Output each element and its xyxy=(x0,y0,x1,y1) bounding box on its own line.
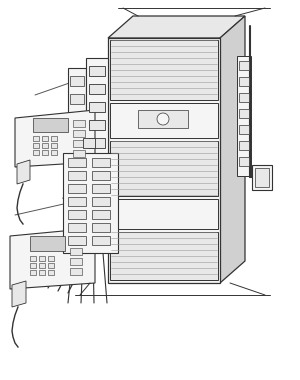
Bar xyxy=(70,94,84,104)
Bar xyxy=(68,236,86,245)
Bar xyxy=(239,141,249,150)
Polygon shape xyxy=(17,160,30,184)
Bar xyxy=(110,232,218,280)
Bar xyxy=(48,263,54,268)
Bar xyxy=(70,258,82,265)
Bar xyxy=(239,125,249,134)
Bar xyxy=(89,66,105,76)
Bar xyxy=(70,238,82,245)
Bar xyxy=(70,112,84,122)
Bar xyxy=(92,236,110,245)
Bar xyxy=(68,223,86,232)
Bar xyxy=(63,153,118,253)
Bar xyxy=(73,140,85,147)
Bar xyxy=(92,158,110,167)
Bar xyxy=(48,256,54,261)
Bar xyxy=(86,58,108,158)
Bar xyxy=(239,93,249,102)
Bar xyxy=(239,109,249,118)
Bar xyxy=(252,165,272,190)
Bar xyxy=(70,76,84,86)
Bar xyxy=(68,158,86,167)
Bar xyxy=(110,103,218,138)
Bar xyxy=(239,157,249,166)
Circle shape xyxy=(157,113,169,125)
Bar xyxy=(39,263,45,268)
Bar xyxy=(30,256,36,261)
Bar xyxy=(33,118,68,132)
Bar xyxy=(30,236,65,251)
Bar xyxy=(30,270,36,275)
Bar xyxy=(92,184,110,193)
Bar xyxy=(68,171,86,180)
Polygon shape xyxy=(108,16,245,38)
Bar xyxy=(138,110,188,128)
Bar xyxy=(68,68,86,153)
Bar xyxy=(239,77,249,86)
Bar xyxy=(89,120,105,130)
Bar xyxy=(39,256,45,261)
Bar xyxy=(42,136,48,141)
Bar xyxy=(89,84,105,94)
Bar xyxy=(110,40,218,100)
Bar xyxy=(237,56,251,176)
Bar xyxy=(42,143,48,148)
Polygon shape xyxy=(12,281,26,307)
Bar xyxy=(108,38,220,283)
Bar xyxy=(255,168,269,187)
Bar xyxy=(70,248,82,255)
Bar xyxy=(68,197,86,206)
Bar xyxy=(48,270,54,275)
Bar xyxy=(92,171,110,180)
Bar xyxy=(51,136,57,141)
Bar xyxy=(73,120,85,127)
Bar xyxy=(110,141,218,196)
Bar xyxy=(51,150,57,155)
Bar xyxy=(70,268,82,275)
Bar xyxy=(73,130,85,137)
Bar xyxy=(92,223,110,232)
Bar xyxy=(39,270,45,275)
Bar xyxy=(70,130,84,140)
Bar xyxy=(68,184,86,193)
Bar xyxy=(239,61,249,70)
Bar xyxy=(73,150,85,157)
Bar xyxy=(92,210,110,219)
Bar xyxy=(89,138,105,148)
Polygon shape xyxy=(10,228,95,289)
Bar xyxy=(110,199,218,229)
Bar xyxy=(33,136,39,141)
Polygon shape xyxy=(15,110,95,167)
Bar xyxy=(42,150,48,155)
Polygon shape xyxy=(220,16,245,283)
Bar xyxy=(89,102,105,112)
Bar xyxy=(68,210,86,219)
Bar xyxy=(33,143,39,148)
Bar xyxy=(83,138,95,148)
Bar xyxy=(51,143,57,148)
Bar xyxy=(30,263,36,268)
Bar xyxy=(33,150,39,155)
Bar xyxy=(92,197,110,206)
